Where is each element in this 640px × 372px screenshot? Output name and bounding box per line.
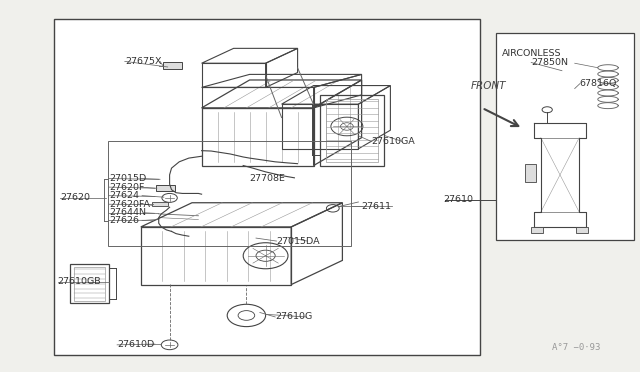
Text: 27708E: 27708E [250,174,285,183]
Text: 27644N: 27644N [109,208,146,217]
Bar [531,227,543,232]
Text: 27620FA: 27620FA [109,200,150,209]
Text: FRONT: FRONT [470,81,506,91]
Text: A°7 −0·93: A°7 −0·93 [552,343,600,352]
Text: 27015D: 27015D [109,174,146,183]
Bar [576,227,588,232]
Bar [163,62,182,69]
Text: 67816Q: 67816Q [580,79,617,88]
Text: 27610: 27610 [444,195,474,204]
Text: 27675X: 27675X [125,57,161,66]
Text: 27620: 27620 [60,193,90,202]
Text: 27626: 27626 [109,216,139,225]
Text: 27610D: 27610D [117,340,154,349]
Text: 27610GA: 27610GA [371,137,415,146]
Bar [152,202,168,206]
Bar [54,19,480,355]
Text: 27611: 27611 [362,202,392,211]
Text: 27620F: 27620F [109,183,144,192]
Text: AIRCONLESS: AIRCONLESS [502,49,562,58]
Text: 27850N: 27850N [531,58,568,67]
Text: 27015DA: 27015DA [276,237,320,246]
Text: 27610G: 27610G [275,312,312,321]
Text: 27624: 27624 [109,191,139,200]
Bar [496,33,634,240]
Bar [156,185,175,191]
Text: 27610GB: 27610GB [58,278,101,286]
Bar [525,164,536,182]
